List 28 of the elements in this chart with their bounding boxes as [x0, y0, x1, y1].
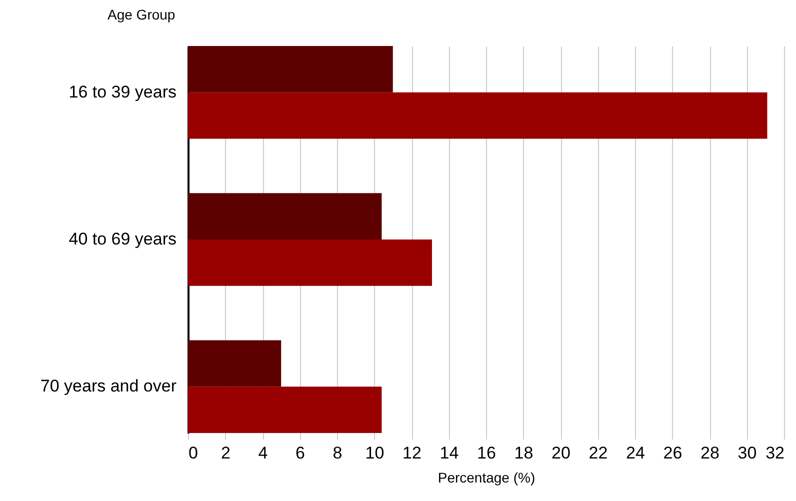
x-tick-label: 12 [402, 444, 422, 462]
y-tick-label: 40 to 69 years [68, 230, 176, 248]
x-tick-label: 20 [552, 444, 570, 462]
x-tick-label: 0 [188, 444, 198, 462]
bar [188, 386, 382, 433]
x-tick-label: 2 [221, 444, 230, 462]
y-tick-label: 70 years and over [40, 376, 177, 396]
x-tick-label: 14 [440, 444, 459, 462]
x-axis-title: Percentage (%) [438, 470, 536, 486]
x-tick-label: 18 [514, 444, 534, 462]
bar [188, 193, 382, 240]
bar [188, 46, 393, 92]
x-tick-label: 22 [588, 444, 608, 462]
x-tick-label: 10 [365, 444, 384, 462]
bar [188, 92, 768, 139]
y-tick-label: 16 to 39 years [68, 82, 176, 102]
x-tick-label: 32 [766, 444, 784, 462]
x-tick-label: 16 [477, 444, 496, 462]
x-tick-label: 4 [258, 444, 268, 462]
x-tick-label: 28 [700, 444, 720, 462]
x-tick-label: 24 [626, 444, 645, 462]
y-axis-title: Age Group [108, 6, 176, 22]
x-tick-label: 6 [296, 444, 305, 462]
bar [188, 340, 282, 387]
x-tick-label: 30 [738, 444, 757, 462]
bar [188, 240, 432, 286]
x-tick-label: 8 [332, 444, 342, 462]
x-tick-label: 26 [663, 444, 682, 462]
